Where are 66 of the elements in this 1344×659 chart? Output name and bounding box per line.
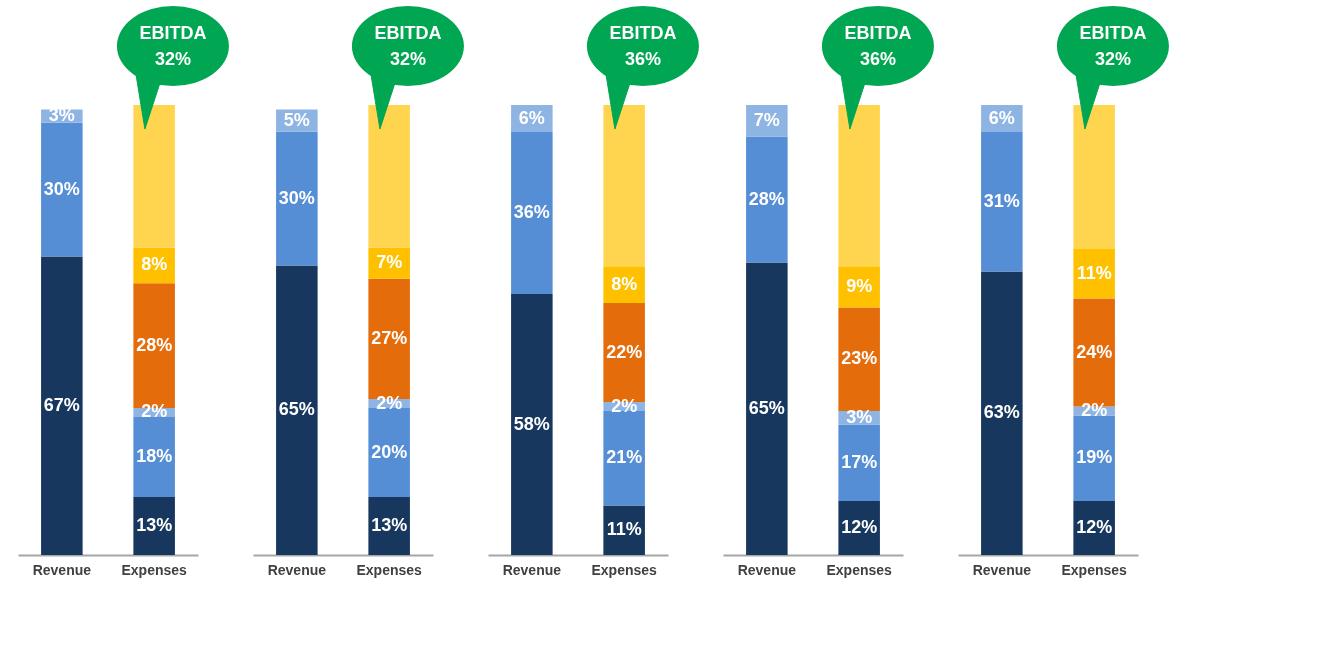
data-label: 11% <box>606 519 642 540</box>
bar <box>133 416 175 498</box>
data-label: 30% <box>43 178 80 199</box>
bar <box>1073 415 1115 501</box>
x-tick-label: Expenses <box>121 561 188 578</box>
data-label: 7% <box>753 109 780 130</box>
bar <box>276 131 318 266</box>
x-tick-label: Revenue <box>267 561 327 578</box>
data-label: 13% <box>136 515 173 536</box>
data-label: 30% <box>278 187 315 208</box>
x-tick-label: Revenue <box>972 561 1032 578</box>
bar <box>746 136 788 263</box>
data-label: 9% <box>846 276 873 297</box>
annotation: EBITDA 32% <box>373 22 443 71</box>
data-label: 24% <box>1076 341 1113 362</box>
bar <box>746 262 788 555</box>
data-label: 65% <box>748 397 785 418</box>
data-label: 58% <box>513 413 550 434</box>
data-label: 7% <box>376 252 403 273</box>
annotation: EBITDA 32% <box>138 22 208 71</box>
data-label: 3% <box>846 406 873 427</box>
data-label: 65% <box>278 399 315 420</box>
data-label: 6% <box>988 107 1015 128</box>
bar <box>838 424 880 501</box>
data-label: 22% <box>606 341 643 362</box>
bar <box>368 407 410 498</box>
x-tick-label: Revenue <box>32 561 92 578</box>
annotation: EBITDA 36% <box>843 22 913 71</box>
bar <box>511 132 553 294</box>
data-label: 67% <box>43 394 80 415</box>
x-tick-label: Expenses <box>826 561 893 578</box>
data-label: 18% <box>136 445 173 466</box>
data-label: 5% <box>283 109 310 130</box>
x-tick-label: Revenue <box>502 561 562 578</box>
x-tick-label: Expenses <box>591 561 658 578</box>
bar <box>41 256 83 555</box>
bar <box>981 271 1023 555</box>
annotation: EBITDA 36% <box>608 22 678 71</box>
bar <box>603 411 645 506</box>
bar <box>276 265 318 555</box>
x-tick-label: Expenses <box>356 561 423 578</box>
bar <box>511 294 553 555</box>
data-label: 31% <box>983 190 1020 211</box>
data-label: 17% <box>841 451 878 472</box>
annotation: EBITDA 32% <box>1078 22 1148 71</box>
data-label: 21% <box>606 447 643 468</box>
data-label: 6% <box>518 107 545 128</box>
data-label: 13% <box>371 515 408 536</box>
data-label: 8% <box>611 274 638 294</box>
bar <box>981 132 1023 272</box>
data-label: 23% <box>841 348 878 369</box>
data-label: 27% <box>371 327 408 348</box>
data-label: 20% <box>371 441 408 462</box>
data-label: 19% <box>1076 447 1113 468</box>
x-tick-label: Expenses <box>1061 561 1128 578</box>
data-label: 28% <box>136 334 173 355</box>
bar <box>838 307 880 411</box>
data-label: 63% <box>983 402 1020 423</box>
bar <box>41 122 83 257</box>
x-tick-label: Revenue <box>737 561 797 578</box>
data-label: 36% <box>513 202 550 222</box>
data-label: 12% <box>1076 517 1113 537</box>
data-label: 11% <box>1076 262 1112 283</box>
data-label: 28% <box>748 188 785 209</box>
data-label: 8% <box>141 254 168 275</box>
data-label: 12% <box>841 517 878 537</box>
